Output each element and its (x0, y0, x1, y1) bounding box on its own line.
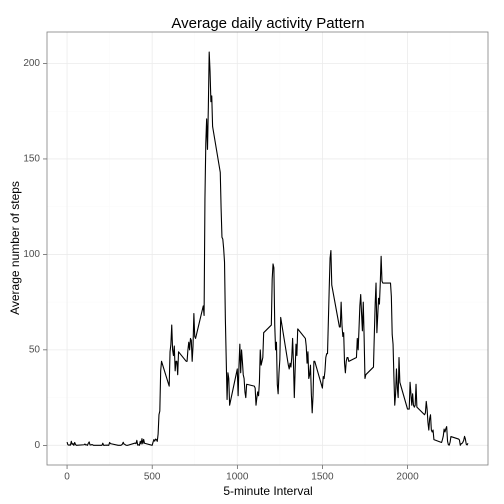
x-tick-label: 1000 (226, 472, 249, 483)
x-tick-label: 500 (144, 472, 161, 483)
line-series (66, 51, 469, 446)
chart-title: Average daily activity Pattern (171, 15, 364, 32)
y-axis-label: Average number of steps (8, 181, 22, 315)
x-tick-label: 2000 (396, 472, 419, 483)
x-tick-label: 0 (64, 472, 70, 483)
y-tick-label: 100 (23, 249, 40, 260)
y-tick-label: 150 (23, 154, 40, 165)
x-axis-label: 5-minute Interval (223, 484, 312, 498)
y-tick-label: 200 (23, 58, 40, 69)
y-tick-label: 0 (34, 440, 40, 451)
y-tick-label: 50 (29, 345, 41, 356)
plot-border (46, 31, 489, 466)
x-tick-label: 1500 (311, 472, 334, 483)
